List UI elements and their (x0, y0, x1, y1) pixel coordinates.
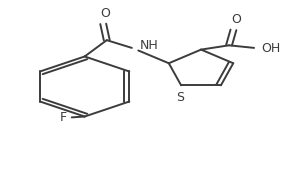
Text: F: F (60, 111, 67, 124)
Text: O: O (100, 7, 110, 20)
Text: O: O (231, 13, 241, 26)
Text: NH: NH (140, 39, 159, 52)
Text: OH: OH (261, 42, 281, 55)
Text: S: S (176, 91, 184, 104)
